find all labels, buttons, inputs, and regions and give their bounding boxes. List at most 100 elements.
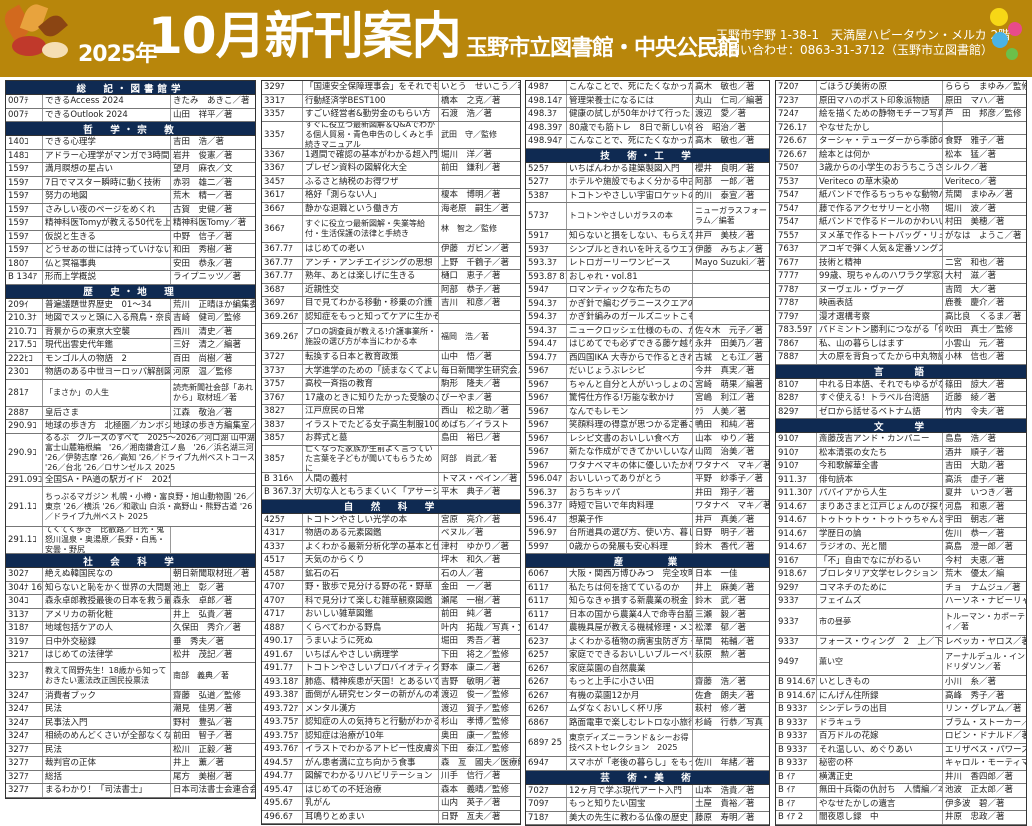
section-heading: 哲 学・宗 教: [6, 122, 255, 136]
book-row: 471ｱ おいしい雑草図鑑 前田 純／著: [262, 608, 520, 622]
call-number: 321ｱ: [8, 650, 29, 661]
book-title: 格好「測らない人」: [302, 189, 438, 202]
book-row: 933ｱ 市の昼夢 トルーマン・カポーティ／著: [776, 608, 1026, 636]
call-number: 180ｱ: [8, 258, 29, 269]
book-row: 372ｱ 転換する日本と教育政策 山中 悟／著: [262, 351, 520, 365]
book-row: 329ｱ 「国連安全保障理事会」をそれでも見に行くいとう せいこう／著: [262, 81, 520, 95]
book-author: ブラム・ストーカー／著: [942, 716, 1026, 729]
book-author: 佐倉 朗夫／著: [692, 689, 769, 702]
book-title: 中れる日本語、それでもゆるがない日本語: [816, 378, 942, 391]
call-number: B 367.3ｱ: [264, 487, 302, 498]
book-row: 596ｱ ちゃんと自分と人がいっしょのごはん宮崎 萌果／編著: [526, 378, 769, 392]
book-row: 829ｱ ゼロから話せるベトナム語 竹内 令夫／著: [776, 405, 1026, 419]
book-row: 491.7ｱ トコトンやさしいプロバイオティクスの本野本 康二／著: [262, 662, 520, 676]
book-row: 290.9ｺ 地球の歩き方 北極圏／カンボジア／インド／ネパール地球の歩き方編集室…: [6, 420, 255, 434]
book-row: 914.6ｱ トゥトゥトゥ・トゥトゥちゃんとかコウタ生存のすぐとか宇田 朝志／著: [776, 514, 1026, 528]
book-title: ロマンティックな布たちの: [566, 284, 692, 297]
book-row: 180ｱ 仏と冥福事典 安田 恭永／著: [6, 257, 255, 271]
book-row: 291.09ｺ 全国SA・PA道の駅ガイド 2025: [6, 473, 255, 487]
book-row: B 914.6ｱ にんげん住所録 高峰 秀子／著: [776, 689, 1026, 703]
book-author: 堀川 波／著: [942, 202, 1026, 215]
book-author: 谷 昭治／著: [692, 121, 769, 134]
book-title: モンゴル人の物語 2: [42, 352, 170, 365]
book-title: 私たちは何を捨てているのか: [566, 581, 692, 594]
book-title: さみしい夜のページをめくれ: [42, 203, 170, 216]
call-number: 786ｱ: [778, 338, 799, 349]
book-author: 日野 亙夫／著: [438, 810, 520, 823]
call-number: 336ｱ: [264, 149, 285, 160]
book-author: 丸山 仁司／編著: [692, 94, 769, 107]
book-title: 地域包括ケアの人: [42, 622, 170, 635]
book-author: がなは ようこ／著: [942, 229, 1026, 242]
book-row: 593.3ｱ レトロガーリーワンピース Mayo Suzuki／著: [526, 257, 769, 271]
phone-line: お問い合わせ：0863-31-3712（玉野市立図書館）: [716, 43, 994, 57]
call-number: 159ｱ: [8, 177, 29, 188]
book-title: うまいように死ぬ: [302, 635, 438, 648]
book-title: はじめての法律学: [42, 649, 170, 662]
book-row: B 933ｱ 百万ドルの花嫁 ロビン・ドナルド／著: [776, 730, 1026, 744]
book-author: ｸﾗ 人美／著: [692, 405, 769, 418]
book-title: 森永卓郎教授最後の日本を救う最後の提言: [42, 595, 170, 608]
book-title: ニュークロッシェ仕様のもの、かぎ針編みの可愛いお鞄: [566, 324, 692, 337]
book-row: 336ｱ プレゼン資料の図解化大全 前田 鎌利／著: [262, 162, 520, 176]
book-row: 367.7ｱ 熟年、あとは楽しげに生きる 樋口 恵子／著: [262, 270, 520, 284]
book-row: 626ｱ 家庭菜園の自然農業: [526, 662, 769, 676]
book-title: よくわかる最新分析化学の基本と仕組み: [302, 540, 438, 553]
book-title: 鉱石の石: [302, 567, 438, 580]
book-row: 724ｱ 絵を描くための静物モチーフ写真集芦 田 邦彦／監修: [776, 108, 1026, 122]
book-author: [692, 284, 769, 297]
book-title: ドラキュラ: [816, 716, 942, 729]
call-number: 327ｱ: [8, 771, 29, 782]
call-number: 686ｱ: [528, 717, 549, 728]
book-title: トコトンやさしい宇宙ロケットの本: [566, 189, 692, 202]
call-number: 593ｱ: [528, 244, 549, 255]
book-row: 495.6ｱ 乳がん 山内 英子／著: [262, 797, 520, 811]
color-dot-decoration: [990, 8, 1008, 26]
book-row: 383ｱ イラストでたどる女子高生制服100年図鑑めばち／イラスト: [262, 418, 520, 432]
book-author: 井原 忠政／著: [942, 811, 1026, 824]
call-number: 331ｱ: [264, 95, 285, 106]
book-author: 森永 卓郎／著: [170, 595, 255, 608]
call-number: 366ｱ: [264, 203, 285, 214]
book-title: 大阪・関西万博ひみつ 完全攻略編: [566, 568, 692, 581]
call-number: 724ｱ: [778, 109, 799, 120]
call-number: 910ｱ: [778, 447, 799, 458]
book-row: B ｲｱ やなせたかしの遺言 伊多波 碧／著: [776, 797, 1026, 811]
book-author: 奥田 康一／監修: [438, 729, 520, 742]
book-author: 久保田 秀介／著: [170, 622, 255, 635]
book-title: 背景からの東京大空襲: [42, 325, 170, 338]
book-row: 288ｱ 皇后さま 江森 敬治／著: [6, 406, 255, 420]
call-number: 491.6ｱ: [264, 649, 293, 660]
call-number: 611ｱ: [528, 609, 549, 620]
book-row: 596ｱ だいじょうぶレシピ 今井 真実／著: [526, 365, 769, 379]
call-number: 335ｱ: [264, 109, 285, 120]
book-title: おいしいってありがとう: [566, 473, 692, 486]
book-title: 肺癌、精神疾患が天国！とあるいて大往生: [302, 675, 438, 688]
call-number: B 933ｱ: [778, 731, 808, 742]
book-title: 99歳、現ちゃんのハワラク学窓期: [816, 270, 942, 283]
call-number: B ｲｱ 2: [778, 812, 804, 823]
book-title: 形而上学概説: [42, 271, 170, 284]
call-number: 369.26ｱ: [264, 311, 298, 322]
header-year: 2025年: [78, 42, 157, 67]
book-title: がん患者満に立ち向かう食事: [302, 756, 438, 769]
call-number: 288ｱ: [8, 407, 29, 418]
book-author: 高木 敏也／著: [692, 135, 769, 148]
call-number: 498.39ｱ: [528, 122, 562, 133]
call-number: 614ｱ: [528, 623, 549, 634]
call-number: 493.75ｱ: [264, 730, 298, 741]
book-title: 1週間で確認の基本がわかる超入門: [302, 148, 438, 161]
book-author: 宇田 朝志／著: [942, 514, 1026, 527]
book-title: 仮説と生きる: [42, 230, 170, 243]
book-title: 総括: [42, 770, 170, 783]
call-number: 159ｱ: [8, 191, 29, 202]
book-author: 吉川 和彦／著: [438, 297, 520, 310]
call-number: 914.6ｱ: [778, 542, 807, 553]
call-number: 494.7ｱ: [264, 771, 293, 782]
book-title: ふるさと納税のお得ワザ: [302, 175, 438, 188]
book-row: 222ﾋｺ モンゴル人の物語 2 百田 尚樹／著: [6, 352, 255, 366]
book-row: 369ｱ 目で見てわかる移動・移乗の介護 吉川 和彦／著: [262, 297, 520, 311]
call-number: 433ｱ: [264, 541, 285, 552]
call-number: 222ﾋｺ: [8, 353, 33, 364]
